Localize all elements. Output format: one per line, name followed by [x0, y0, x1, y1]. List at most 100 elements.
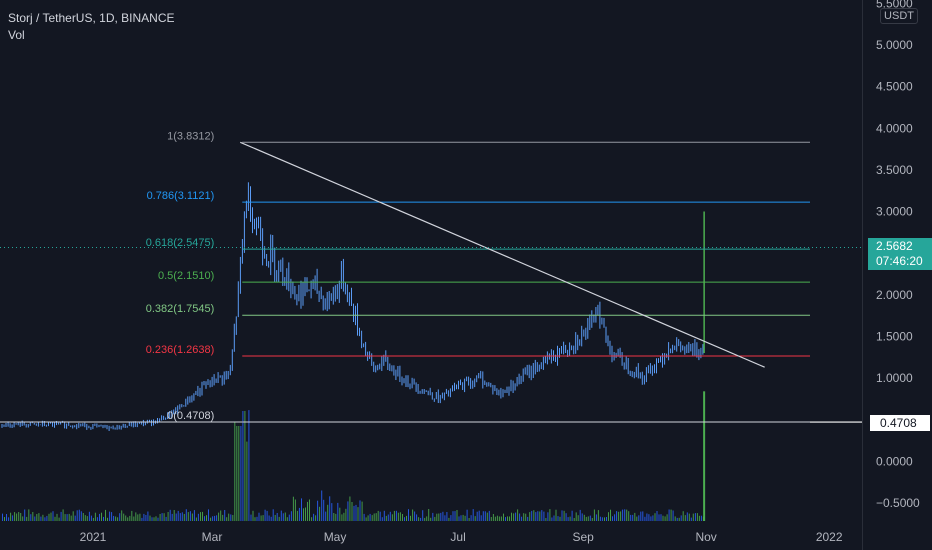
volume-bar [216, 515, 218, 521]
volume-bar [442, 511, 444, 521]
volume-bar [426, 516, 428, 521]
volume-bar [507, 516, 508, 521]
volume-bar [593, 509, 595, 521]
volume-bar [515, 512, 517, 521]
volume-bar [690, 517, 692, 521]
volume-bar [34, 516, 36, 521]
volume-bar [561, 510, 563, 521]
volume-bar [200, 512, 201, 521]
volume-bar [335, 513, 337, 521]
volume-bar [14, 512, 16, 521]
volume-bar [169, 509, 171, 521]
fib-level-label: 0.5(2.1510) [158, 270, 214, 282]
volume-bar [220, 510, 222, 521]
volume-bar [519, 513, 521, 521]
volume-bar [543, 511, 545, 521]
trendline [240, 141, 765, 368]
bar-countdown: 07:46:20 [876, 254, 923, 268]
volume-bar [129, 515, 131, 521]
volume-bar [125, 515, 127, 521]
volume-bar [652, 515, 654, 521]
volume-bar [177, 510, 179, 521]
volume-bar [632, 514, 634, 521]
volume-bar [282, 513, 284, 521]
volume-bar [492, 514, 494, 521]
volume-bar [12, 515, 14, 521]
volume-bar [135, 512, 137, 521]
volume-bar [694, 513, 696, 521]
y-tick-label: 5.5000 [876, 0, 913, 10]
volume-bar [115, 516, 117, 521]
volume-bar [303, 508, 304, 521]
volume-bar [90, 515, 92, 521]
volume-bar [206, 515, 207, 521]
fib-level-label: 0.382(1.7545) [146, 303, 215, 315]
volume-bar [121, 510, 123, 521]
volume-bar [476, 511, 478, 521]
volume-bar [585, 516, 587, 521]
volume-bar [658, 514, 660, 521]
volume-bar [490, 517, 492, 521]
volume-bar [551, 517, 553, 521]
fib-level-label: 0.236(1.2638) [146, 344, 215, 356]
volume-bar [488, 510, 490, 521]
currency-button[interactable]: USDT [880, 8, 918, 24]
volume-bar [238, 426, 240, 521]
volume-bar [86, 516, 88, 521]
x-tick-label: Jul [450, 530, 465, 544]
volume-bar [434, 516, 436, 521]
volume-bar [696, 513, 698, 521]
volume-bar [458, 516, 460, 521]
volume-bar [195, 517, 197, 521]
volume-bar [254, 517, 256, 521]
volume-bar [157, 517, 159, 521]
volume-bar [391, 514, 393, 521]
volume-bar [674, 516, 676, 521]
volume-bar [288, 514, 290, 521]
symbol-title[interactable]: Storj / TetherUS, 1D, BINANCE [8, 11, 175, 25]
volume-bar [222, 514, 224, 521]
x-tick-label: Mar [202, 530, 223, 544]
volume-bar [545, 518, 547, 521]
volume-bar [270, 516, 272, 521]
volume-bar [113, 515, 115, 521]
volume-bar [181, 512, 183, 521]
volume-bar [513, 513, 515, 521]
volume-bar [30, 514, 32, 521]
volume-bar [531, 510, 533, 521]
volume-bar [280, 510, 282, 521]
volume-bar [80, 511, 82, 521]
volume-bar [286, 517, 288, 521]
volume-bar [82, 513, 84, 521]
volume-bar [672, 510, 674, 521]
fib-level-label: 0.618(2.5475) [146, 237, 215, 249]
volume-bar [101, 512, 102, 521]
volume-bar [117, 517, 119, 521]
volume-bar [503, 513, 504, 521]
volume-bar [347, 501, 349, 521]
volume-bar [563, 510, 565, 521]
volume-bar [133, 516, 135, 521]
volume-bar [589, 515, 591, 521]
volume-bar [343, 512, 345, 521]
volume-label[interactable]: Vol [8, 28, 25, 42]
x-tick-label: Nov [695, 530, 716, 544]
volume-bar [294, 499, 296, 521]
volume-bar [616, 511, 618, 521]
volume-bar [460, 515, 462, 521]
volume-bar [74, 515, 76, 521]
volume-bar [159, 514, 161, 521]
volume-bar [420, 517, 422, 521]
volume-bar [698, 515, 700, 521]
volume-bar [329, 496, 331, 521]
volume-bar [351, 502, 353, 521]
volume-bar [290, 511, 292, 521]
volume-bar [337, 502, 339, 521]
volume-bar [278, 516, 280, 521]
volume-bar [187, 512, 189, 521]
volume-bar [191, 513, 193, 521]
volume-bar [517, 509, 519, 521]
volume-bar [577, 515, 579, 521]
volume-bar [472, 509, 474, 521]
